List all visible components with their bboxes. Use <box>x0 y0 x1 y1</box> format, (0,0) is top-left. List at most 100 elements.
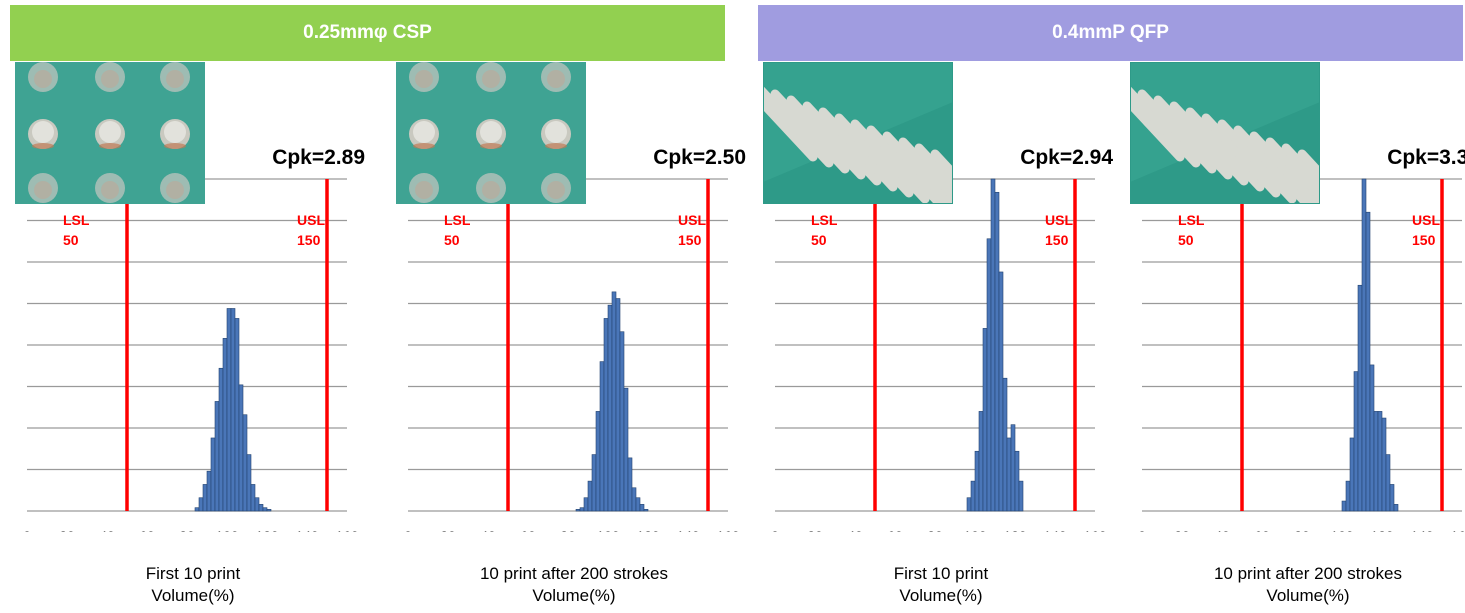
histogram-bar <box>627 457 633 512</box>
x-tick-label: 40 <box>480 528 496 532</box>
histogram-bar <box>246 454 252 512</box>
x-tick-label: 20 <box>440 528 456 532</box>
x-tick-label: 120 <box>1003 528 1027 532</box>
chart-panel-csp-first: 0 20 40 60 80 100 120 140 160 Cpk=2.89 LSL 50 USL 150… <box>15 62 365 613</box>
histogram-bar <box>1014 450 1020 512</box>
histogram-bar <box>1361 178 1367 512</box>
banner-qfp: 0.4mmP QFP <box>758 5 1463 61</box>
x-tick-label: 140 <box>1410 528 1434 532</box>
histogram-bar <box>575 509 581 512</box>
histogram-plot: 0 20 40 60 80 100 120 140 160 <box>23 178 359 532</box>
x-tick-label: 100 <box>596 528 620 532</box>
chart-caption: First 10 print <box>145 564 241 583</box>
histogram-bar <box>579 507 585 512</box>
histogram-bar <box>234 318 240 512</box>
x-tick-label: 120 <box>1370 528 1394 532</box>
cpk-value: Cpk=2.89 <box>272 146 365 169</box>
histogram-plot: 0 20 40 60 80 100 120 140 160 <box>771 178 1107 532</box>
usl-label: USL 150 <box>678 210 706 250</box>
histogram-bar <box>1365 211 1371 512</box>
histogram-bar <box>1353 371 1359 512</box>
lsl-label: LSL 50 <box>811 210 837 250</box>
histogram-bar <box>222 338 228 512</box>
histogram-bar <box>1018 480 1024 512</box>
histogram-bar <box>1010 424 1016 512</box>
sample-photo-image <box>1130 62 1320 204</box>
histogram-bar <box>966 497 972 512</box>
usl-name: USL <box>1045 212 1073 228</box>
x-tick-label: 20 <box>807 528 823 532</box>
x-tick-label: 20 <box>59 528 75 532</box>
histogram-bar <box>1377 411 1383 512</box>
chart-caption: First 10 print <box>893 564 989 583</box>
histogram-plot: 0 20 40 60 80 100 120 140 160 <box>404 178 740 532</box>
chart-panel-qfp-after: 0 20 40 60 80 100 120 140 160 Cpk=3.32 LSL 50 USL 150… <box>1130 62 1465 613</box>
histogram-bar <box>266 509 272 512</box>
histogram-bar <box>587 480 593 512</box>
histogram-bar <box>982 328 988 512</box>
histogram-bar <box>1385 454 1391 512</box>
histogram-bar <box>254 497 260 512</box>
histogram-bar <box>970 480 976 512</box>
histogram-bar <box>607 304 613 512</box>
histogram-bar <box>974 450 980 512</box>
usl-name: USL <box>678 212 706 228</box>
x-tick-label: 80 <box>1294 528 1310 532</box>
usl-value: 150 <box>678 232 702 248</box>
usl-value: 150 <box>1412 232 1436 248</box>
x-tick-label: 60 <box>139 528 155 532</box>
usl-label: USL 150 <box>1045 210 1073 250</box>
histogram-bar <box>599 361 605 512</box>
x-tick-label: 100 <box>963 528 987 532</box>
sample-photo <box>1130 62 1320 204</box>
x-tick-label: 100 <box>1330 528 1354 532</box>
chart-panel-qfp-first: 0 20 40 60 80 100 120 140 160 Cpk=2.94 LSL 50 USL 150… <box>763 62 1113 613</box>
cpk-value: Cpk=2.94 <box>1020 146 1113 169</box>
usl-name: USL <box>1412 212 1440 228</box>
histogram-bar <box>1357 284 1363 512</box>
sample-photo <box>763 62 953 204</box>
histogram-bar <box>990 178 996 512</box>
x-tick-label: 0 <box>1138 528 1146 532</box>
usl-value: 150 <box>297 232 321 248</box>
x-tick-label: 160 <box>335 528 359 532</box>
histogram-bar <box>623 387 629 512</box>
lsl-name: LSL <box>811 212 838 228</box>
x-tick-label: 100 <box>215 528 239 532</box>
histogram-bar <box>978 411 984 512</box>
histogram-bar <box>1349 437 1355 512</box>
histogram-bar <box>615 298 621 512</box>
usl-label: USL 150 <box>1412 210 1440 250</box>
x-axis-label: Volume(%) <box>532 586 616 605</box>
histogram-bar <box>242 414 248 512</box>
x-tick-label: 80 <box>560 528 576 532</box>
histogram-bar <box>643 509 649 512</box>
x-tick-label: 40 <box>847 528 863 532</box>
histogram-bar <box>1002 377 1008 512</box>
histogram-bar <box>1006 437 1012 512</box>
x-tick-label: 0 <box>404 528 412 532</box>
histogram-bar <box>210 437 216 512</box>
histogram-bar <box>595 411 601 512</box>
histogram-bar <box>262 507 268 512</box>
histogram-bar <box>1389 484 1395 512</box>
x-axis-label: Volume(%) <box>1266 586 1350 605</box>
histogram-bar <box>611 291 617 512</box>
usl-value: 150 <box>1045 232 1069 248</box>
cpk-value: Cpk=2.50 <box>653 146 746 169</box>
histogram-plot: 0 20 40 60 80 100 120 140 160 <box>1138 178 1465 532</box>
lsl-label: LSL 50 <box>1178 210 1204 250</box>
chart-panel-csp-after: 0 20 40 60 80 100 120 140 160 Cpk=2.50 LSL 50 USL 150… <box>396 62 746 613</box>
histogram-bar <box>998 271 1004 512</box>
histogram-bar <box>994 191 1000 512</box>
x-axis-label: Volume(%) <box>899 586 983 605</box>
lsl-value: 50 <box>1178 232 1194 248</box>
sample-photo <box>15 62 205 204</box>
histogram-bar <box>206 470 212 512</box>
sample-photo-image <box>15 62 205 204</box>
x-tick-label: 140 <box>295 528 319 532</box>
histogram-bar <box>214 401 220 512</box>
chart-caption: 10 print after 200 strokes <box>1213 564 1403 583</box>
histogram-bar <box>1369 364 1375 512</box>
x-tick-label: 40 <box>99 528 115 532</box>
